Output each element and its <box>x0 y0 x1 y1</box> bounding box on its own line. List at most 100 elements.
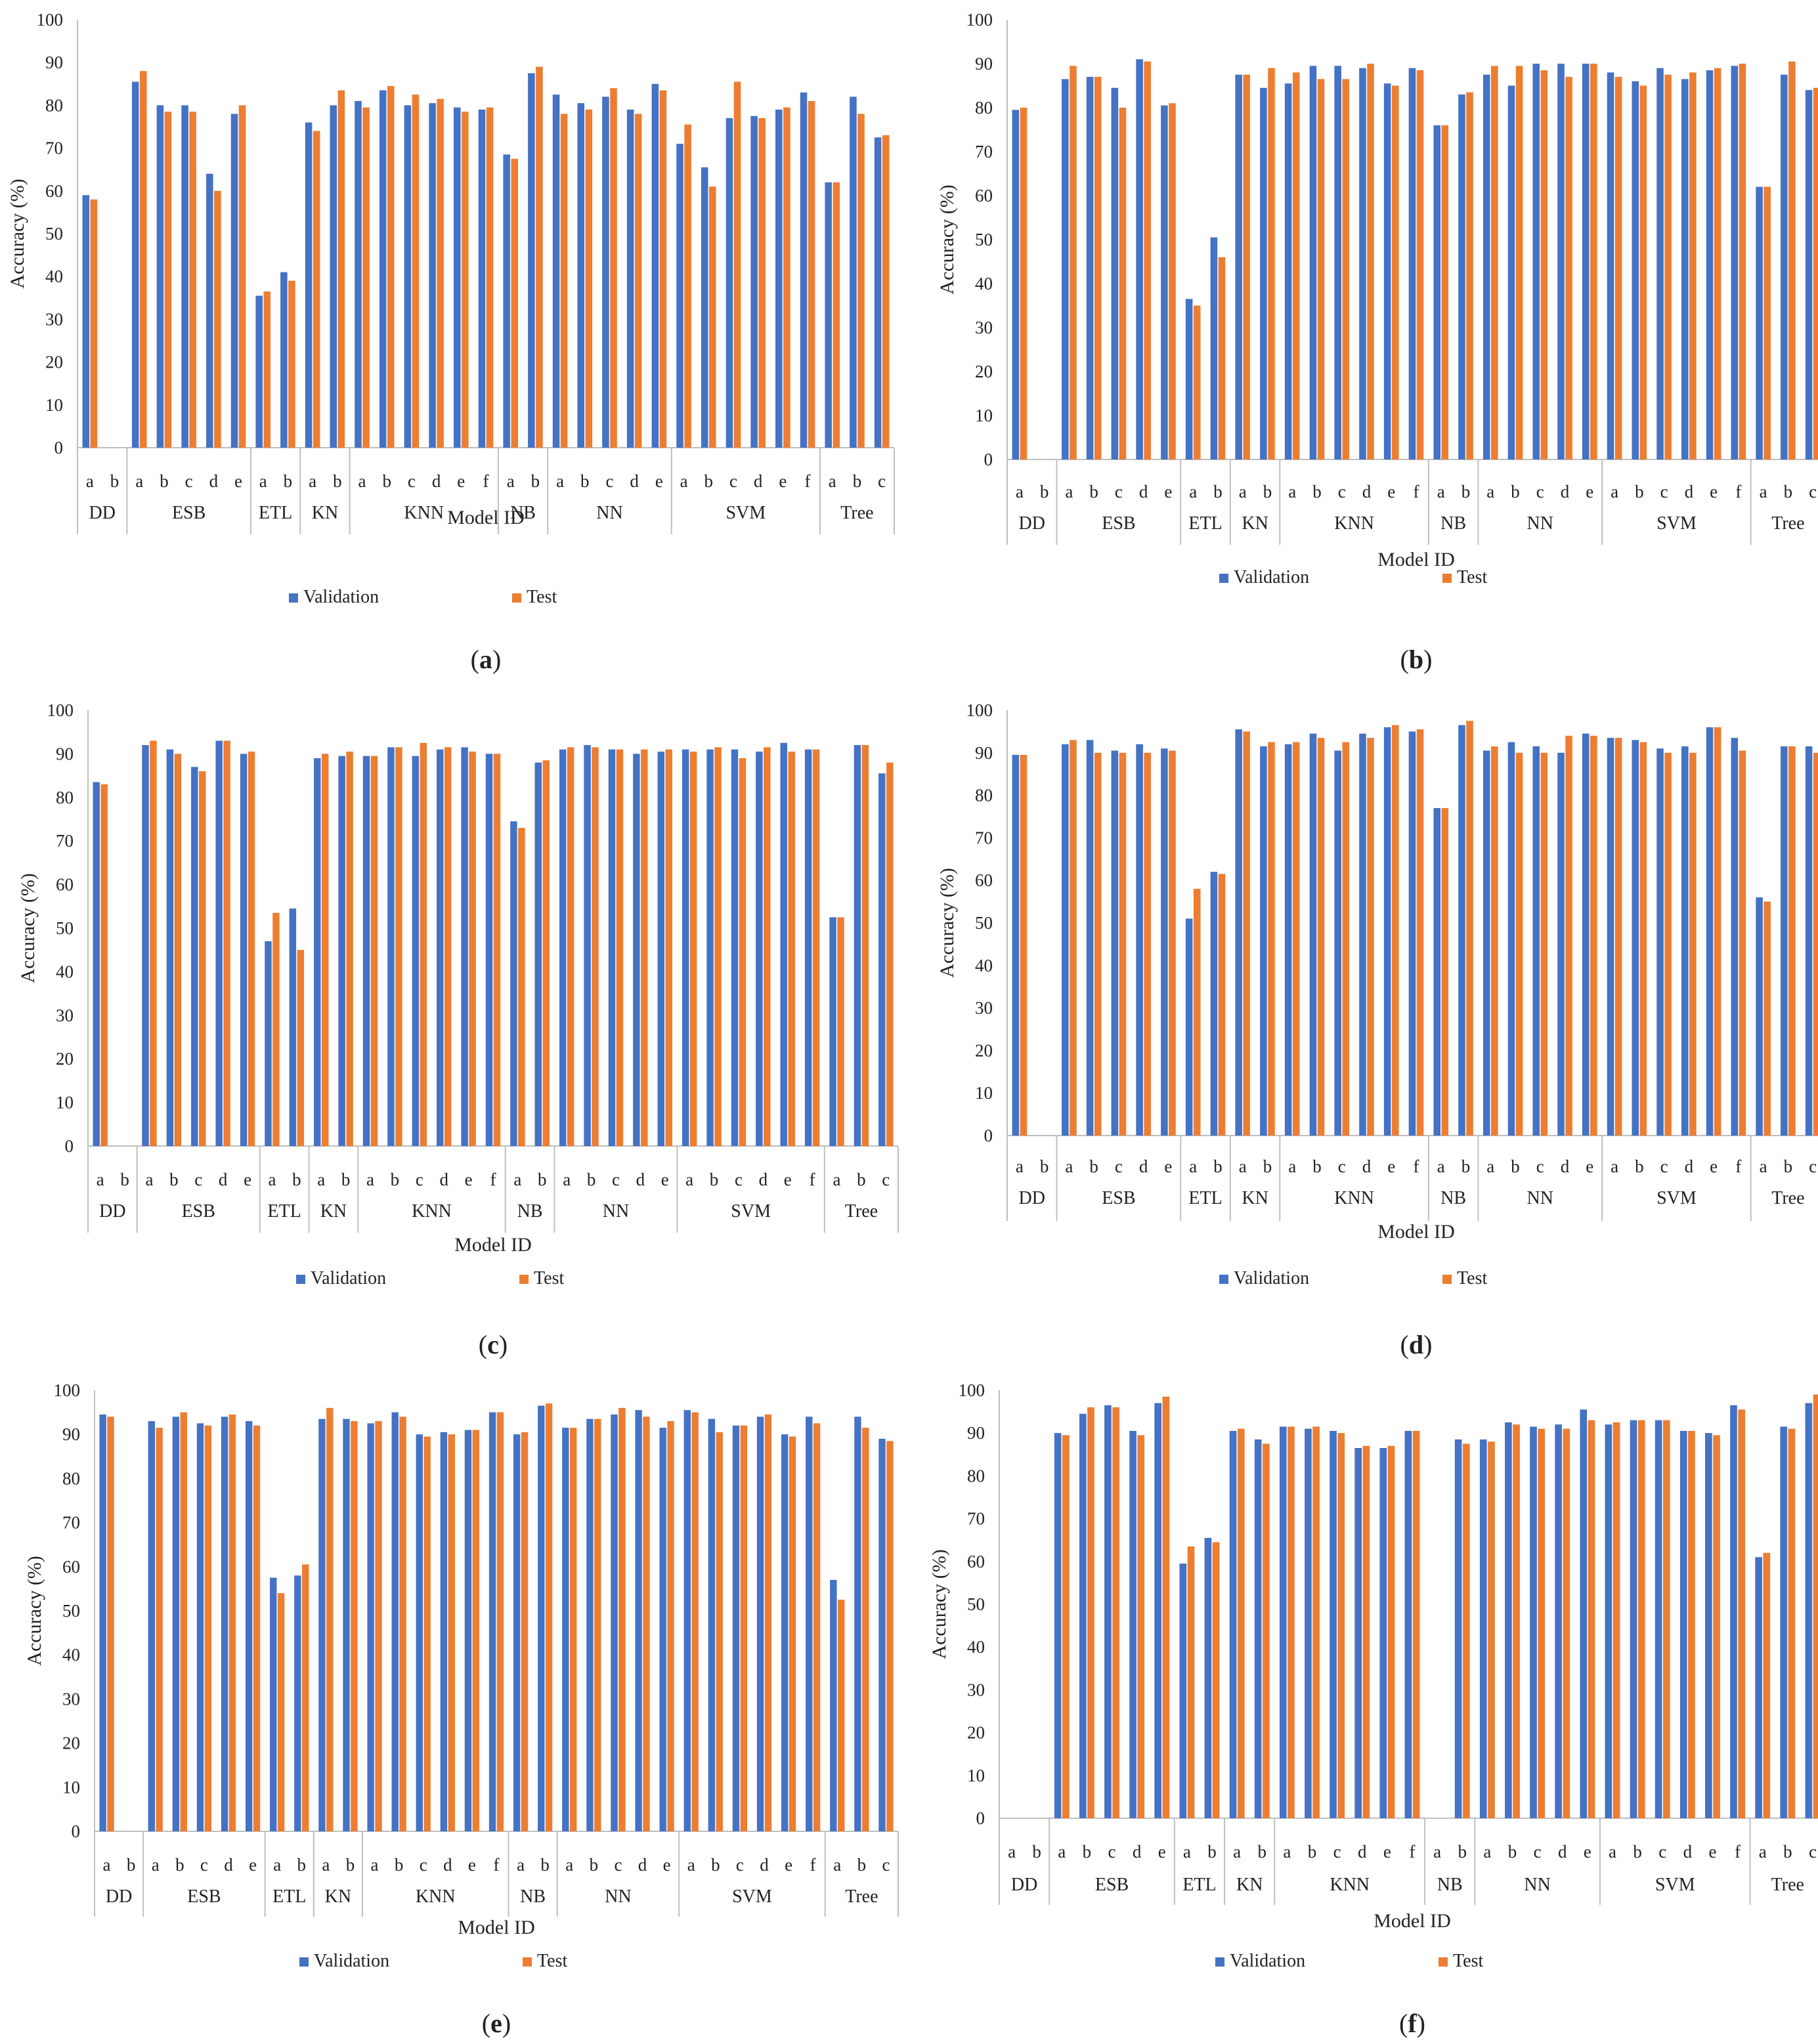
x-tick-label: a <box>517 1855 525 1875</box>
x-tick-label: b <box>857 1170 866 1189</box>
bar-test <box>667 1421 674 1831</box>
group-label: KN <box>320 1201 347 1222</box>
bar-test <box>472 1430 480 1831</box>
bar-test <box>228 1414 236 1831</box>
bar-test <box>199 771 206 1146</box>
bar-validation <box>196 1423 204 1831</box>
group-label: ESB <box>1095 1875 1129 1895</box>
bar-test <box>1412 1430 1420 1818</box>
bar-test <box>1565 77 1572 460</box>
bar-validation <box>676 144 683 448</box>
bar-validation <box>1433 125 1441 460</box>
group-label: KNN <box>1334 1188 1374 1208</box>
group-label: SVM <box>731 1201 771 1222</box>
y-tick-label: 50 <box>967 1594 985 1614</box>
bar-validation <box>1334 66 1341 460</box>
bar-test <box>462 112 469 448</box>
bar-validation <box>1731 66 1739 460</box>
x-tick-label: a <box>1288 1157 1296 1176</box>
bar-test <box>739 758 747 1146</box>
x-tick-label: e <box>1586 482 1593 501</box>
bar-validation <box>1154 1403 1162 1818</box>
x-tick-label: b <box>1207 1842 1217 1862</box>
legend-swatch-test <box>1442 1275 1452 1284</box>
bar-test <box>665 749 672 1146</box>
bar-test <box>1112 1407 1119 1818</box>
bar-test <box>1713 1435 1720 1818</box>
legend-label-validation: Validation <box>1234 1268 1309 1288</box>
bar-test <box>1788 1428 1796 1818</box>
bar-test <box>567 747 574 1146</box>
bar-test <box>689 752 697 1146</box>
x-tick-label: c <box>1338 482 1346 501</box>
bar-test <box>758 117 766 448</box>
x-tick-label: c <box>1660 482 1668 501</box>
bar-validation <box>1479 1439 1487 1818</box>
x-tick-label: a <box>152 1855 160 1875</box>
bar-validation <box>1805 746 1813 1136</box>
bar-validation <box>1359 733 1366 1136</box>
bar-validation <box>1656 748 1664 1136</box>
y-tick-label: 40 <box>62 1645 80 1665</box>
x-tick-label: b <box>1032 1842 1041 1862</box>
bar-test <box>560 114 568 448</box>
y-tick-label: 30 <box>45 309 63 329</box>
panel-label: (a) <box>471 645 502 674</box>
bar-validation <box>1235 74 1242 459</box>
group-label: ETL <box>1188 513 1222 534</box>
x-tick-label: d <box>1683 1842 1693 1862</box>
group-label: KNN <box>416 1886 456 1907</box>
bar-test <box>643 1416 650 1831</box>
bar-test <box>1317 79 1325 459</box>
y-tick-label: 80 <box>975 786 993 805</box>
x-tick-label: b <box>169 1170 179 1189</box>
bar-test <box>691 1412 699 1831</box>
y-tick-label: 10 <box>56 1093 74 1113</box>
bar-test <box>783 107 790 448</box>
bar-validation <box>1458 94 1465 459</box>
y-axis-title: Accuracy (%) <box>17 873 39 983</box>
x-tick-label: e <box>779 471 787 491</box>
x-tick-label: a <box>1486 482 1494 501</box>
x-tick-label: a <box>833 1855 841 1875</box>
x-tick-label: b <box>1784 1157 1793 1176</box>
bar-test <box>238 105 246 448</box>
bar-test <box>1367 64 1374 459</box>
x-tick-label: d <box>630 471 639 491</box>
bar-validation <box>683 1410 691 1831</box>
y-tick-label: 80 <box>967 1466 985 1485</box>
x-tick-label: a <box>259 471 267 491</box>
x-tick-label: a <box>685 1170 693 1189</box>
bar-test <box>1020 755 1028 1136</box>
group-label: SVM <box>732 1886 772 1907</box>
panel-label: (c) <box>479 1330 508 1359</box>
bar-validation <box>1012 110 1020 460</box>
bar-test <box>1070 740 1077 1136</box>
bar-test <box>1764 901 1771 1136</box>
bar-test <box>1538 1428 1546 1818</box>
x-tick-label: d <box>759 1170 768 1189</box>
x-tick-label: c <box>882 1855 890 1875</box>
bar-validation <box>1161 105 1168 459</box>
x-tick-label: d <box>754 471 763 491</box>
x-tick-label: f <box>483 471 489 491</box>
bar-validation <box>314 758 321 1146</box>
x-axis-title: Model ID <box>1374 1910 1450 1932</box>
bar-validation <box>829 917 836 1146</box>
bar-test <box>277 1593 285 1831</box>
bar-test <box>1491 66 1498 460</box>
y-tick-label: 100 <box>37 10 64 30</box>
x-tick-label: a <box>145 1170 153 1189</box>
y-tick-label: 60 <box>975 186 993 205</box>
group-label: NB <box>1437 1875 1463 1895</box>
y-tick-label: 0 <box>54 438 64 458</box>
bar-test <box>1268 742 1275 1136</box>
panel-label: (d) <box>1400 1330 1433 1359</box>
bar-validation <box>1781 74 1788 459</box>
bar-validation <box>659 1428 666 1831</box>
x-tick-label: a <box>513 1170 521 1189</box>
y-tick-label: 60 <box>62 1557 80 1577</box>
bar-validation <box>1705 1433 1712 1818</box>
bar-validation <box>1054 1433 1062 1818</box>
x-tick-label: b <box>1635 1157 1644 1176</box>
